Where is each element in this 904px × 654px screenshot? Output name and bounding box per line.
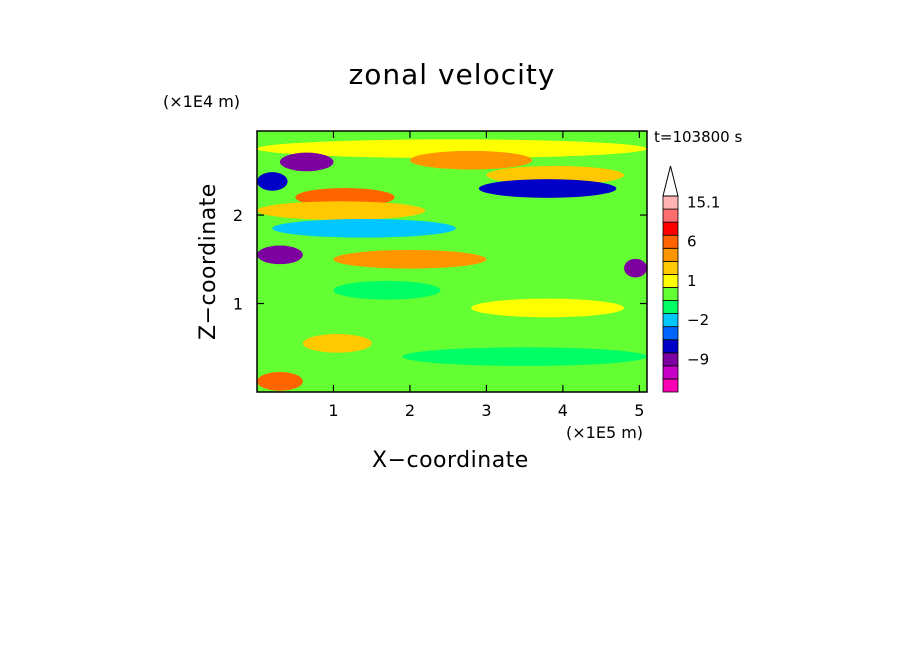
colorbar-segment	[662, 339, 679, 354]
colorbar-segment	[662, 273, 679, 288]
contour-band	[333, 280, 441, 300]
contour-band	[402, 347, 647, 366]
x-tick-label: 4	[558, 401, 568, 420]
chart-title: zonal velocity	[348, 58, 556, 91]
colorbar-segment	[662, 352, 679, 367]
x-axis-label: X−coordinate	[372, 448, 529, 473]
y-tick-label: 2	[233, 206, 243, 225]
contour-band	[257, 201, 426, 220]
x-tick-label: 2	[405, 401, 415, 420]
colorbar-segment	[662, 234, 679, 249]
contour-band	[478, 179, 617, 198]
contour-band	[486, 165, 625, 185]
colorbar-segment	[662, 300, 679, 314]
time-label: t=103800 s	[654, 128, 743, 146]
contour-plot-area	[257, 131, 647, 392]
colorbar-segment	[662, 247, 679, 262]
colorbar-label: −2	[687, 311, 709, 329]
colorbar-segment	[662, 313, 679, 328]
x-tick-label: 5	[634, 401, 644, 420]
x-axis-unit: (×1E5 m)	[566, 423, 644, 442]
contour-band	[257, 245, 303, 265]
y-axis-unit: (×1E4 m)	[163, 92, 241, 111]
colorbar-segment	[662, 326, 679, 341]
colorbar: 15.1 6 1 −2 −9	[662, 165, 720, 393]
contour-band	[624, 258, 647, 278]
colorbar-extend-arrow	[662, 165, 679, 197]
plot-frame	[256, 130, 648, 393]
contour-band	[257, 139, 647, 159]
contour-band	[333, 249, 487, 269]
y-tick-label: 1	[233, 295, 243, 314]
colorbar-segment	[662, 260, 679, 275]
contour-band	[272, 219, 456, 238]
x-tick-label: 3	[481, 401, 491, 420]
colorbar-segment	[662, 221, 679, 236]
colorbar-segment	[662, 208, 679, 223]
contour-band	[257, 372, 303, 391]
x-tick-label: 1	[328, 401, 338, 420]
contour-band	[302, 334, 372, 353]
contour-band	[409, 150, 533, 170]
colorbar-label: 1	[687, 272, 697, 290]
colorbar-segment	[662, 287, 679, 301]
contour-band	[279, 152, 334, 172]
colorbar-label: 6	[687, 233, 697, 251]
axes: 1 2 3 4 5 1 2	[233, 131, 647, 420]
colorbar-label: −9	[687, 350, 709, 368]
contour-band	[257, 172, 288, 191]
contour-band	[471, 298, 625, 318]
colorbar-segment	[662, 195, 679, 210]
colorbar-segment	[662, 365, 679, 380]
colorbar-segment	[662, 378, 679, 393]
colorbar-label: 15.1	[687, 194, 720, 212]
